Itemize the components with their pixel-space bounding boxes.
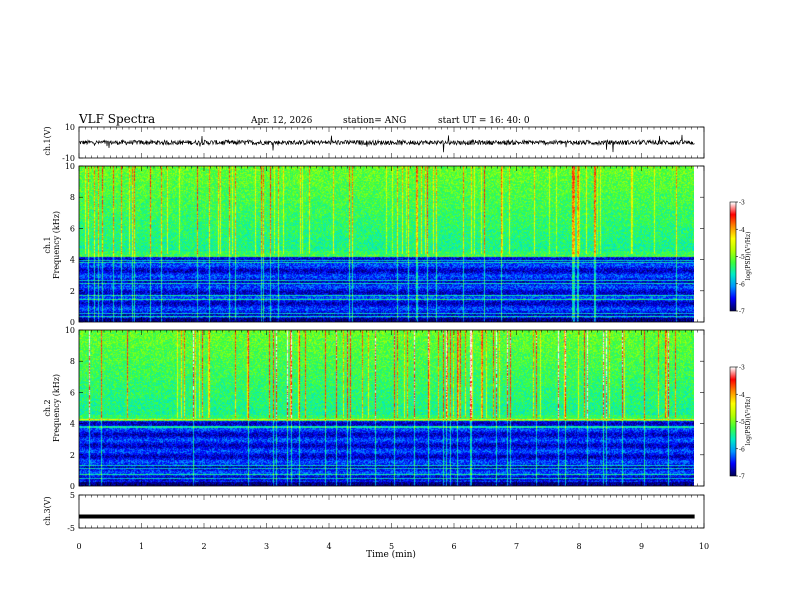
y-tick-label: 4 xyxy=(70,420,75,429)
x-tick-label: 1 xyxy=(139,542,144,551)
ch2-colorbar-image xyxy=(730,367,736,476)
colorbar-tick-label: -4 xyxy=(739,227,745,234)
x-tick-label: 6 xyxy=(451,542,456,551)
y-tick-label: 2 xyxy=(70,287,75,296)
ch2-spec-ylabel-top: ch.2 xyxy=(43,399,52,416)
station-label: station= ANG xyxy=(343,116,406,126)
ch3-waveform-panel: 5 -50 1 2 3 4 5 6 7 8 9 10 xyxy=(67,491,709,551)
figure-title: VLF Spectra xyxy=(78,112,155,126)
colorbar-tick-label: -7 xyxy=(739,474,745,481)
ch2-spectrogram-panel: 0 2 4 6 8 10 xyxy=(65,326,705,491)
y-tick-label: 10 xyxy=(65,162,75,171)
x-tick-label: 3 xyxy=(264,542,269,551)
x-tick-label: 7 xyxy=(514,542,519,551)
x-tick-label: 9 xyxy=(639,542,644,551)
y-tick-label: 2 xyxy=(70,451,75,460)
x-tick-label: 10 xyxy=(699,542,709,551)
y-tick-label: -5 xyxy=(67,524,75,533)
y-tick-label: 5 xyxy=(70,491,75,500)
ch1-colorbar-image xyxy=(730,202,736,311)
y-tick-label: 8 xyxy=(70,357,75,366)
ch1-spectrogram-panel: 0 2 4 6 8 10 xyxy=(65,162,705,327)
y-tick-label: -10 xyxy=(62,154,75,163)
x-tick-label: 5 xyxy=(389,542,394,551)
y-tick-label: 4 xyxy=(70,256,75,265)
ch2-colorbar: -3 -4 -5 -6 -7 xyxy=(729,365,745,481)
ch1-spectrogram-image xyxy=(79,166,694,322)
x-tick-label: 0 xyxy=(76,542,81,551)
ch2-colorbar-label: log(PSD)(V²/Hz) xyxy=(745,397,752,446)
y-tick-label: 0 xyxy=(70,318,75,327)
ch1-waveform-line xyxy=(78,134,695,153)
x-tick-label: 4 xyxy=(326,542,331,551)
colorbar-tick-label: -6 xyxy=(739,281,745,288)
ch1-colorbar-label: log(PSD)(V²/Hz) xyxy=(745,232,752,281)
start-time-label: start UT = 16: 40: 0 xyxy=(438,116,530,126)
ch1-ylabel: ch.1(V) xyxy=(43,126,52,155)
ch1-spec-ylabel: Frequency (kHz) xyxy=(52,211,61,279)
x-axis-label: Time (min) xyxy=(366,549,416,560)
ch1-waveform-panel: 10 -10 xyxy=(62,123,705,163)
x-tick-label: 8 xyxy=(576,542,581,551)
colorbar-tick-label: -3 xyxy=(739,200,745,207)
y-tick-label: 6 xyxy=(70,388,75,397)
colorbar-tick-label: -5 xyxy=(739,254,745,261)
colorbar-tick-label: -4 xyxy=(739,392,745,399)
ch3-ylabel: ch.3(V) xyxy=(43,496,52,525)
ch2-spectrogram-image xyxy=(79,330,694,486)
y-tick-label: 6 xyxy=(70,224,75,233)
colorbar-tick-label: -7 xyxy=(739,309,745,316)
date-label: Apr. 12, 2026 xyxy=(250,116,313,126)
y-tick-label: 8 xyxy=(70,193,75,202)
y-tick-label: 10 xyxy=(65,123,75,132)
ch2-spec-ylabel: Frequency (kHz) xyxy=(52,374,61,442)
y-tick-label: 0 xyxy=(70,482,75,491)
y-tick-label: 10 xyxy=(65,326,75,335)
ch1-spec-ylabel-top: ch.1 xyxy=(43,236,52,253)
x-tick-label: 2 xyxy=(201,542,206,551)
colorbar-tick-label: -5 xyxy=(739,419,745,426)
ch1-colorbar: -3 -4 -5 -6 -7 xyxy=(729,200,745,316)
colorbar-tick-label: -6 xyxy=(739,446,745,453)
colorbar-tick-label: -3 xyxy=(739,365,745,372)
